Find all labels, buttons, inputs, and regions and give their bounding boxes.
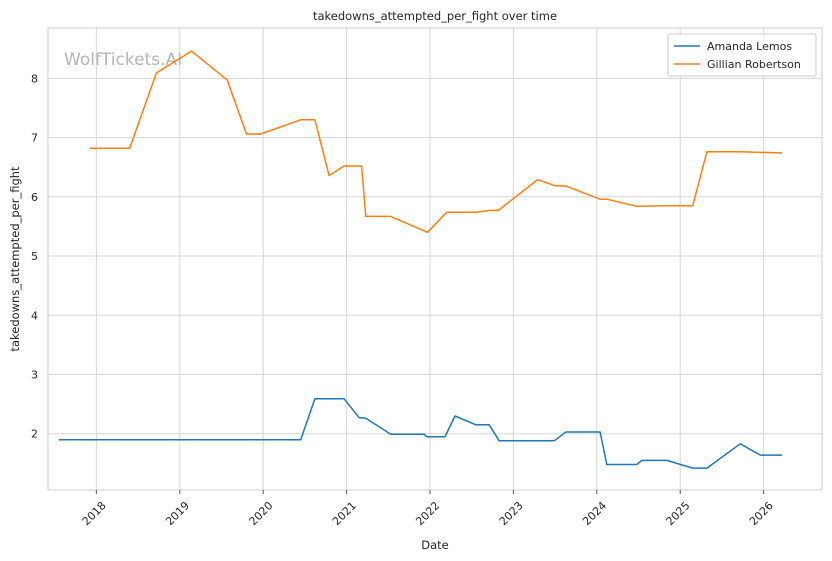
- y-tick-labels: 2 3 4 5 6 7 8: [31, 72, 38, 440]
- x-tick-label: 2023: [497, 499, 526, 528]
- y-tick-label: 2: [31, 428, 38, 441]
- chart-title: takedowns_attempted_per_fight over time: [313, 9, 557, 23]
- y-tick-label: 4: [31, 309, 38, 322]
- x-tick-label: 2019: [163, 499, 192, 528]
- x-tick-label: 2022: [413, 499, 442, 528]
- x-tick-label: 2024: [580, 499, 609, 528]
- x-tick-label: 2018: [80, 499, 109, 528]
- legend-label: Gillian Robertson: [707, 58, 801, 71]
- plot-area: [48, 28, 822, 490]
- x-axis-title: Date: [421, 538, 449, 552]
- watermark: WolfTickets.AI: [64, 50, 182, 70]
- x-tick-labels: 2018 2019 2020 2021 2022 2023 2024 2025 2026: [80, 490, 776, 528]
- legend: Amanda Lemos Gillian Robertson: [668, 34, 816, 76]
- x-tick-label: 2021: [330, 499, 359, 528]
- y-tick-label: 5: [31, 250, 38, 263]
- y-tick-label: 8: [31, 72, 38, 85]
- legend-label: Amanda Lemos: [707, 40, 792, 53]
- x-tick-label: 2026: [747, 499, 776, 528]
- y-tick-label: 7: [31, 132, 38, 145]
- y-tick-label: 3: [31, 369, 38, 382]
- x-tick-label: 2025: [664, 499, 693, 528]
- x-tick-label: 2020: [247, 499, 276, 528]
- y-tick-label: 6: [31, 191, 38, 204]
- y-axis-title: takedowns_attempted_per_fight: [8, 166, 22, 352]
